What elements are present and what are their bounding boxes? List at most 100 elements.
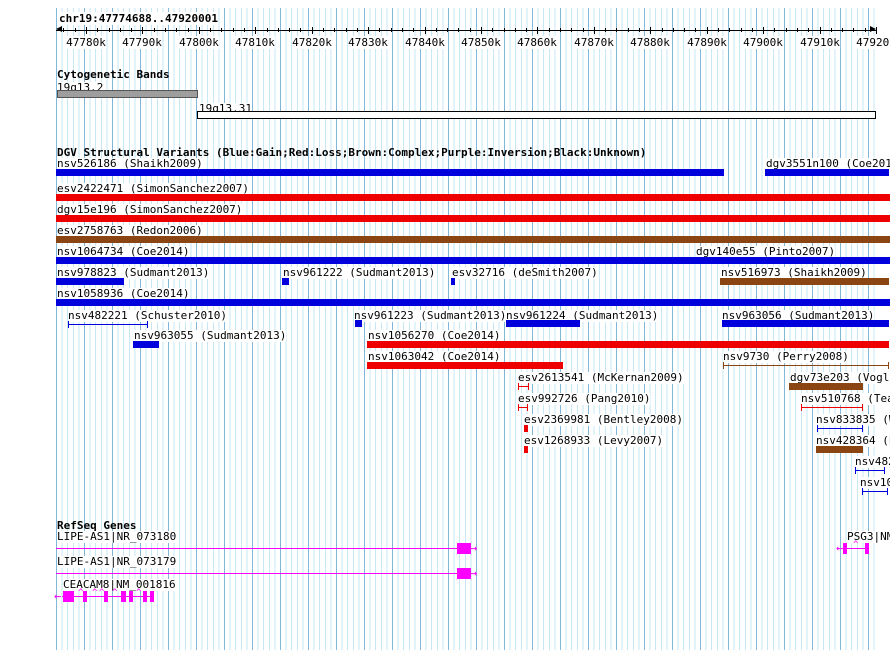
feature-label[interactable]: nsv10 (Iafrate2004)	[860, 477, 890, 489]
feature-label[interactable]: esv1268933 (Levy2007)	[524, 434, 664, 447]
feature-label[interactable]: nsv526186 (Shaikh2009)	[57, 157, 203, 170]
ruler-minor-tick	[774, 28, 775, 32]
variant-bar[interactable]	[56, 194, 890, 201]
gene-exon[interactable]	[121, 591, 126, 602]
variant-line[interactable]	[801, 407, 863, 408]
variant-bar[interactable]	[367, 341, 889, 348]
gene-exon[interactable]	[83, 591, 87, 602]
feature-label[interactable]: nsv428364 (Perry2008)	[816, 435, 890, 447]
feature-label[interactable]: LIPE-AS1|NR_073180	[57, 530, 177, 543]
gene-exon[interactable]	[150, 591, 154, 602]
ruler-minor-tick	[583, 28, 584, 32]
cytoband-19q13.31[interactable]	[197, 111, 876, 119]
feature-label[interactable]: esv992726 (Pang2010)	[518, 392, 651, 405]
ruler-major-tick	[368, 27, 369, 34]
feature-label[interactable]: esv2422471 (SimonSanchez2007)	[57, 182, 250, 195]
variant-cap-right	[887, 488, 888, 495]
variant-line[interactable]	[518, 386, 529, 387]
ruler-minor-tick	[808, 28, 809, 32]
feature-label[interactable]: esv2758763 (Redon2006)	[57, 224, 203, 237]
feature-label[interactable]: nsv961223 (Sudmant2013)	[354, 309, 507, 322]
variant-bar[interactable]	[720, 278, 889, 285]
feature-label[interactable]: nsv1058936 (Coe2014)	[57, 287, 190, 300]
variant-bar[interactable]	[816, 446, 863, 453]
variant-bar[interactable]	[56, 215, 890, 222]
feature-label[interactable]: esv2613541 (McKernan2009)	[518, 371, 684, 384]
ruler-tick-label: 47780k	[66, 36, 106, 49]
feature-label[interactable]: esv2369981 (Bentley2008)	[524, 413, 683, 426]
feature-label[interactable]: nsv510768 (Teague2010)	[801, 393, 890, 405]
variant-bar[interactable]	[789, 383, 863, 390]
variant-bar[interactable]	[765, 169, 889, 176]
feature-label[interactable]: esv32716 (deSmith2007)	[452, 266, 598, 279]
ruler-minor-tick	[436, 28, 437, 32]
feature-label[interactable]: PSG3|NM_021016	[847, 531, 890, 543]
ruler-major-tick	[312, 27, 313, 34]
gene-exon[interactable]	[457, 543, 471, 554]
variant-line[interactable]	[855, 470, 885, 471]
variant-bar[interactable]	[367, 362, 563, 369]
variant-bar[interactable]	[56, 278, 124, 285]
variant-cap-right	[527, 404, 528, 411]
feature-label[interactable]: dgv140e55 (Pinto2007)	[696, 245, 836, 258]
feature-label[interactable]: dgv3551n100 (Coe2014)	[766, 158, 890, 170]
variant-line[interactable]	[68, 324, 148, 325]
variant-line[interactable]	[862, 491, 888, 492]
ruler-minor-tick	[865, 28, 866, 32]
variant-bar[interactable]	[695, 257, 889, 264]
variant-bar[interactable]	[506, 320, 580, 327]
feature-label[interactable]: CEACAM8|NM_001816	[63, 578, 176, 591]
ruler-minor-tick	[267, 28, 268, 32]
feature-label[interactable]: nsv1063042 (Coe2014)	[368, 350, 501, 363]
feature-label[interactable]: dgv15e196 (SimonSanchez2007)	[57, 203, 243, 216]
ruler-minor-tick	[752, 28, 753, 32]
feature-label[interactable]: nsv516973 (Shaikh2009)	[721, 266, 867, 279]
feature-label[interactable]: nsv833835 (Wong2007)	[816, 414, 890, 426]
ruler-minor-tick	[176, 28, 177, 32]
variant-bar[interactable]	[56, 257, 890, 264]
ruler-minor-tick	[797, 28, 798, 32]
ruler-tick-label: 47820k	[292, 36, 332, 49]
gene-exon[interactable]	[457, 568, 471, 579]
ruler-minor-tick	[221, 28, 222, 32]
feature-label[interactable]: nsv1064734 (Coe2014)	[57, 245, 190, 258]
gene-exon[interactable]	[865, 543, 869, 554]
variant-bar[interactable]	[56, 299, 890, 306]
variant-bar[interactable]	[722, 320, 889, 327]
variant-line[interactable]	[817, 428, 863, 429]
intron-chevron: ^	[99, 588, 105, 598]
variant-bar[interactable]	[524, 446, 528, 453]
variant-bar[interactable]	[133, 341, 159, 348]
feature-label[interactable]: nsv961222 (Sudmant2013)	[283, 266, 436, 279]
variant-bar[interactable]	[56, 169, 724, 176]
gene-backbone	[843, 548, 869, 549]
feature-label[interactable]: nsv963055 (Sudmant2013)	[134, 329, 287, 342]
gene-exon[interactable]	[843, 543, 847, 554]
variant-line[interactable]	[723, 365, 889, 366]
variant-line[interactable]	[518, 407, 528, 408]
feature-label[interactable]: LIPE-AS1|NR_073179	[57, 555, 177, 568]
feature-label[interactable]: nsv9730 (Perry2008)	[723, 350, 849, 363]
variant-bar[interactable]	[355, 320, 362, 327]
feature-label[interactable]: nsv963056 (Sudmant2013)	[722, 309, 875, 322]
variant-bar[interactable]	[451, 278, 455, 285]
feature-label[interactable]: nsv48222 (Conrad2010)	[855, 456, 890, 468]
ruler-minor-tick	[492, 28, 493, 32]
variant-bar[interactable]	[282, 278, 289, 285]
feature-label[interactable]: dgv73e203 (Vogler2010)	[790, 372, 890, 384]
feature-label[interactable]: nsv482221 (Schuster2010)	[68, 309, 227, 322]
feature-label[interactable]: nsv961224 (Sudmant2013)	[506, 309, 659, 322]
cytoband-19q13.2[interactable]	[57, 90, 198, 98]
gene-exon[interactable]	[63, 591, 74, 602]
gene-exon[interactable]	[129, 591, 133, 602]
gene-exon[interactable]	[104, 591, 108, 602]
ruler-minor-tick	[729, 28, 730, 32]
feature-label[interactable]: nsv1056270 (Coe2014)	[368, 329, 501, 342]
gene-backbone	[56, 548, 471, 549]
variant-bar[interactable]	[524, 425, 528, 432]
gene-exon[interactable]	[143, 591, 147, 602]
feature-label[interactable]: nsv978823 (Sudmant2013)	[57, 266, 210, 279]
variant-bar[interactable]	[56, 236, 890, 243]
ruler-minor-tick	[334, 28, 335, 32]
